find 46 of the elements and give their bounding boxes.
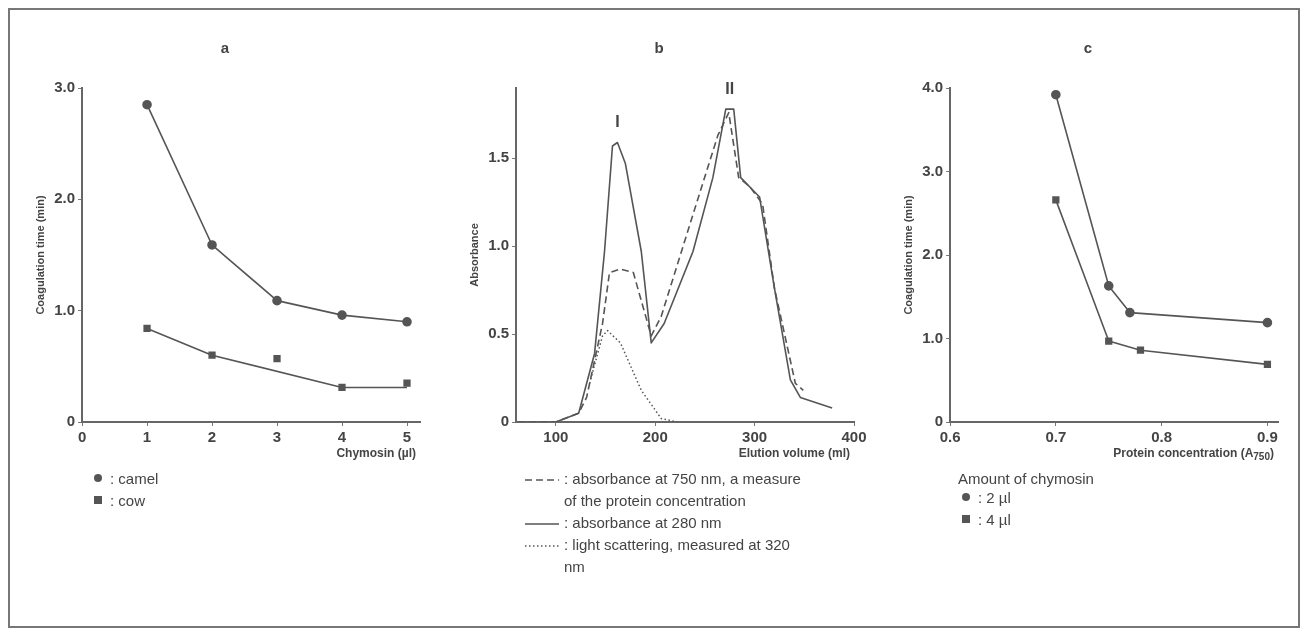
- legend-label: : absorbance at 280 nm: [564, 513, 722, 533]
- y-axis-title: Coagulation time (min): [901, 195, 914, 315]
- x-tick-label: 3: [272, 428, 282, 446]
- y-tick-label: 1.0: [922, 328, 944, 346]
- legend-label: : camel: [110, 469, 159, 489]
- y-tick-label: 0.5: [488, 324, 510, 342]
- y-tick-label: 0: [66, 412, 76, 430]
- x-tick-label: 200: [642, 428, 668, 446]
- x-tick-label: 400: [841, 428, 867, 446]
- x-tick-label: 300: [742, 428, 768, 446]
- y-axis-title: Absorbance: [467, 223, 480, 287]
- x-tick-label: 100: [543, 428, 569, 446]
- x-tick-label: 0.9: [1256, 428, 1278, 446]
- y-tick-label: 4.0: [922, 78, 944, 96]
- x-tick-label: 0: [77, 428, 87, 446]
- annotation: I: [615, 112, 620, 130]
- x-tick-label: 5: [402, 428, 412, 446]
- chart-title: a: [220, 39, 230, 57]
- y-tick-label: 1.0: [488, 236, 510, 254]
- y-tick-label: 2.0: [922, 245, 944, 263]
- x-tick-label: 1: [142, 428, 152, 446]
- y-tick-label: 1.5: [488, 148, 510, 166]
- y-tick-label: 3.0: [54, 78, 76, 96]
- y-tick-label: 0: [934, 412, 944, 430]
- legend-label: : light scattering, measured at 320 nm: [564, 535, 791, 577]
- legend-title: Amount of chymosin: [958, 470, 1094, 488]
- y-axis-title: Coagulation time (min): [33, 195, 46, 315]
- legend-label: : 4 µl: [978, 510, 1011, 531]
- y-tick-label: 2.0: [54, 189, 76, 207]
- x-tick-label: 0.7: [1045, 428, 1067, 446]
- legend-label: : 2 µl: [978, 488, 1011, 509]
- x-axis-title: Elution volume (ml): [737, 446, 851, 460]
- chart-title: b: [654, 39, 664, 57]
- y-tick-label: 3.0: [922, 161, 944, 179]
- y-tick-label: 1.0: [54, 300, 76, 318]
- legend-label: : cow: [110, 491, 146, 511]
- x-axis-title: Protein concentration (A$_{750}$): [1112, 446, 1275, 463]
- y-tick-label: 0: [500, 412, 510, 430]
- x-tick-label: 2: [207, 428, 217, 446]
- x-tick-label: 0.6: [939, 428, 961, 446]
- legend-label: : absorbance at 750 nm, a measure of the protein concentration: [564, 469, 802, 511]
- x-tick-label: 4: [337, 428, 347, 446]
- chart-title: c: [1083, 39, 1093, 57]
- x-tick-label: 0.8: [1151, 428, 1173, 446]
- annotation: II: [725, 79, 735, 97]
- x-axis-title: Chymosin (µl): [335, 446, 417, 460]
